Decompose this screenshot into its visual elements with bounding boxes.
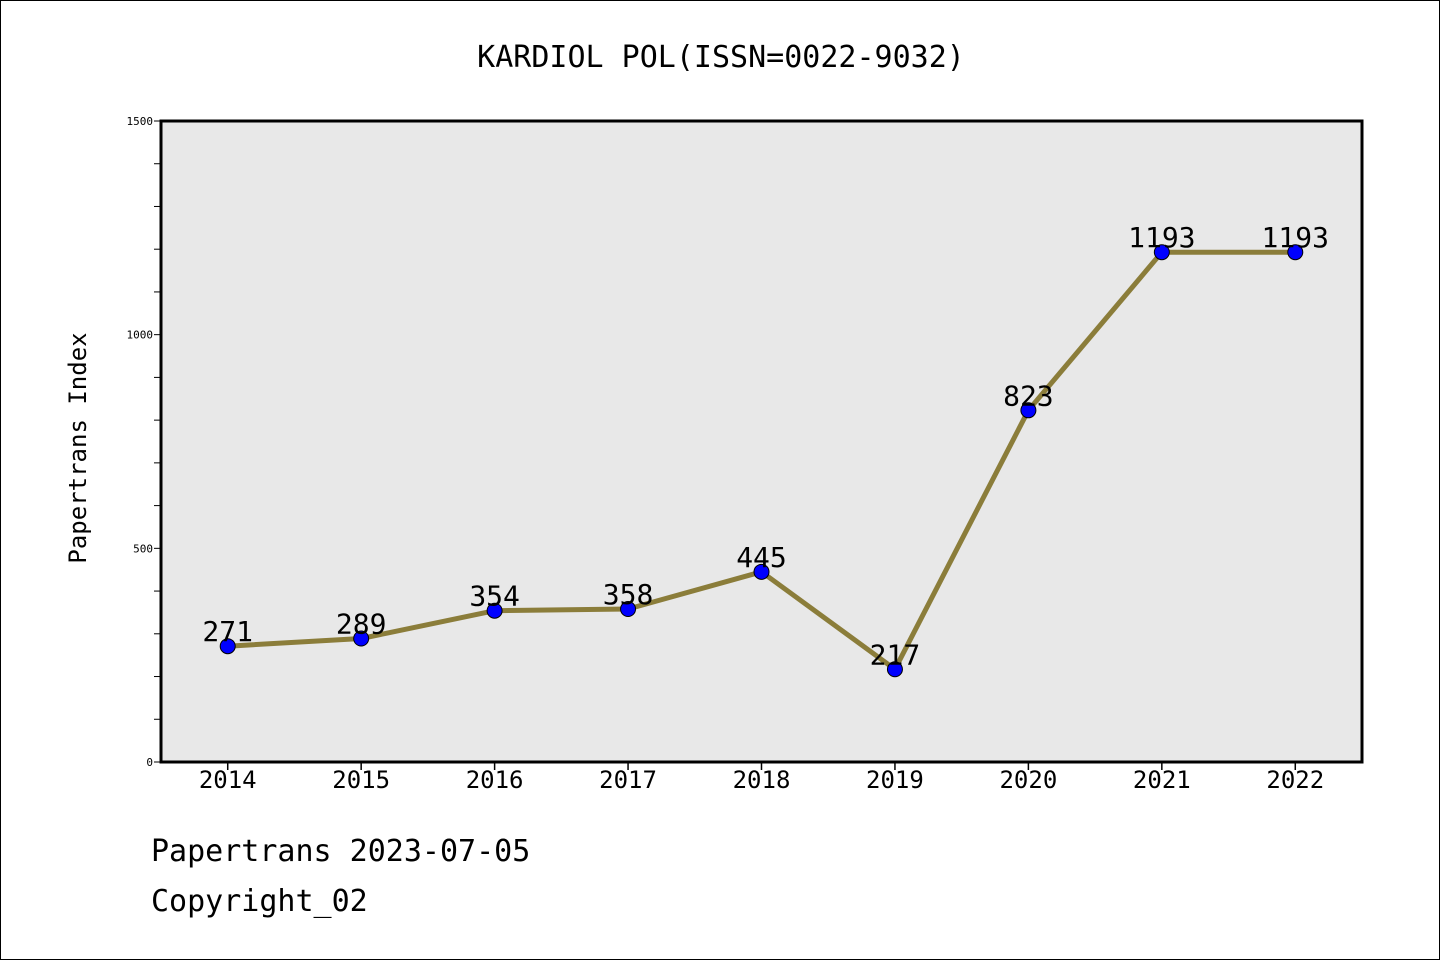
data-point <box>353 630 370 647</box>
data-point <box>1020 402 1037 419</box>
data-point <box>620 601 637 618</box>
data-label: 217 <box>870 638 921 671</box>
data-label: 823 <box>1003 379 1054 412</box>
footer-copyright: Copyright_02 <box>151 884 368 919</box>
chart-title: KARDIOL POL(ISSN=0022-9032) <box>477 40 965 75</box>
x-tick-label: 2014 <box>199 766 257 794</box>
data-point <box>753 563 770 580</box>
y-axis-label: Papertrans Index <box>64 332 92 563</box>
data-point <box>486 602 503 619</box>
x-axis: 2014 2015 2016 2017 2018 2019 2020 2021 2022 <box>199 762 1324 794</box>
data-label: 1193 <box>1262 221 1329 254</box>
y-tick-label: 1000 <box>127 329 154 342</box>
data-label: 445 <box>736 541 787 574</box>
series-layer: 271 289 354 358 445 217 823 1193 1193 <box>202 221 1329 678</box>
y-tick-label: 0 <box>146 756 153 769</box>
data-point <box>886 661 903 678</box>
y-tick-label: 1500 <box>127 115 154 128</box>
data-point <box>1287 244 1304 261</box>
data-label: 1193 <box>1128 221 1195 254</box>
x-tick-label: 2019 <box>866 766 924 794</box>
y-tick-label: 500 <box>133 542 153 555</box>
y-axis: 0 500 1000 1500 <box>127 115 161 769</box>
data-point <box>219 638 236 655</box>
data-point <box>1153 244 1170 261</box>
plot-area <box>159 119 1364 764</box>
data-label: 354 <box>469 580 520 613</box>
x-tick-label: 2022 <box>1266 766 1324 794</box>
data-label: 271 <box>202 615 253 648</box>
x-tick-label: 2021 <box>1133 766 1191 794</box>
x-tick-label: 2015 <box>332 766 390 794</box>
data-label: 358 <box>603 578 654 611</box>
x-tick-label: 2016 <box>466 766 524 794</box>
data-label: 289 <box>336 608 387 641</box>
x-tick-label: 2018 <box>733 766 791 794</box>
footer-date: Papertrans 2023-07-05 <box>151 834 531 869</box>
x-tick-label: 2017 <box>599 766 657 794</box>
x-tick-label: 2020 <box>999 766 1057 794</box>
